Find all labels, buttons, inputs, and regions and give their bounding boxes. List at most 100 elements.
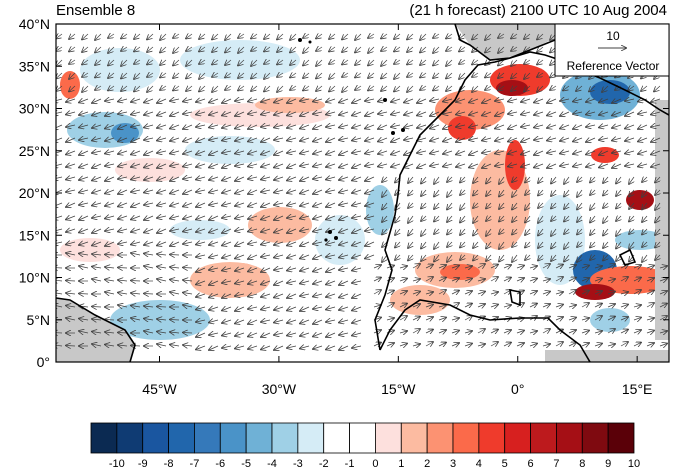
wind-vector [118,177,128,179]
wind-vector [79,294,89,295]
wind-vector [248,203,258,207]
wind-vector [417,125,427,128]
wind-vector [313,164,323,167]
wind-vector [170,138,180,141]
wind-vector [407,73,414,77]
wind-vector [555,342,563,346]
wind-vector [274,307,284,310]
wind-vector [620,342,628,346]
wind-vector [394,47,401,52]
wind-vector [590,255,595,260]
wind-vector [238,34,245,38]
wind-vector [472,60,479,65]
wind-vector [355,33,362,40]
wind-vector [235,268,245,271]
wind-vector [144,112,154,115]
wind-vector [642,254,647,262]
wind-vector [196,320,206,322]
wind-vector [183,305,193,307]
wind-vector [512,215,517,222]
wind-vector [95,33,102,40]
wind-vector [586,125,596,127]
wind-vector [92,151,102,153]
wind-vector [157,242,167,246]
wind-vector [538,254,543,261]
wind-vector [499,202,504,209]
wind-vector [326,307,336,310]
wind-vector [108,46,115,53]
wind-vector [170,151,180,154]
wind-vector [352,99,362,103]
colorbar-label: 8 [579,458,585,470]
wind-vector [573,125,583,129]
wind-vector [352,229,362,233]
wind-vector [209,346,219,350]
wind-vector [251,47,258,51]
wind-vector [287,151,297,153]
wind-vector [235,151,245,154]
wind-vector [651,164,661,167]
wind-vector [157,125,167,128]
wind-vector [287,255,297,258]
wind-vector [603,203,608,208]
wind-vector [248,307,258,309]
wind-vector [534,164,544,168]
wind-vector [655,255,660,260]
wind-vector [525,255,530,260]
wind-vector [430,99,440,101]
wind-vector [118,190,128,194]
wind-vector [525,190,530,195]
wind-vector [209,138,219,140]
wind-vector [407,33,414,40]
wind-vector [261,268,271,272]
wind-vector [655,190,660,195]
wind-vector [612,138,622,141]
wind-vector [420,33,427,40]
wind-vector [625,125,635,129]
wind-vector [79,99,89,103]
wind-vector [473,189,478,196]
wind-vector [144,99,154,103]
wind-vector [352,164,362,168]
wind-vector [147,85,154,92]
wind-vector [66,99,76,102]
wind-vector [79,177,89,180]
wind-vector [261,346,271,350]
wind-vector [173,46,180,53]
wind-vector [313,99,323,102]
wind-vector [274,112,284,115]
wind-vector [607,292,615,295]
wind-vector [248,125,258,129]
wind-vector [79,266,89,268]
wind-vector [599,164,609,168]
wind-vector [404,125,414,128]
wind-vector [365,203,375,206]
wind-vector [511,59,518,66]
wind-vector [425,305,433,308]
wind-vector [469,125,479,128]
wind-vector [56,203,63,207]
wind-vector [412,317,420,321]
wind-vector [368,86,375,91]
wind-vector [196,203,206,207]
wind-vector [508,99,518,102]
wind-vector [564,202,569,209]
wind-vector [251,34,258,39]
wind-vector [464,344,472,347]
wind-vector [381,72,388,79]
cape-verde-island [334,236,338,240]
reference-vector-box: 10 Reference Vector [554,23,670,77]
wind-vector [326,177,336,180]
wind-vector [196,99,206,102]
wind-vector [394,72,401,79]
wind-vector [391,151,401,155]
wind-vector [144,151,154,155]
lat-tick-label: 35°N [19,58,50,74]
wind-vector [183,112,193,114]
wind-vector [69,72,76,79]
wind-vector [451,278,459,281]
wind-vector [434,241,439,249]
wind-vector [538,176,543,183]
wind-vector [92,125,102,128]
wind-vector [339,112,349,115]
